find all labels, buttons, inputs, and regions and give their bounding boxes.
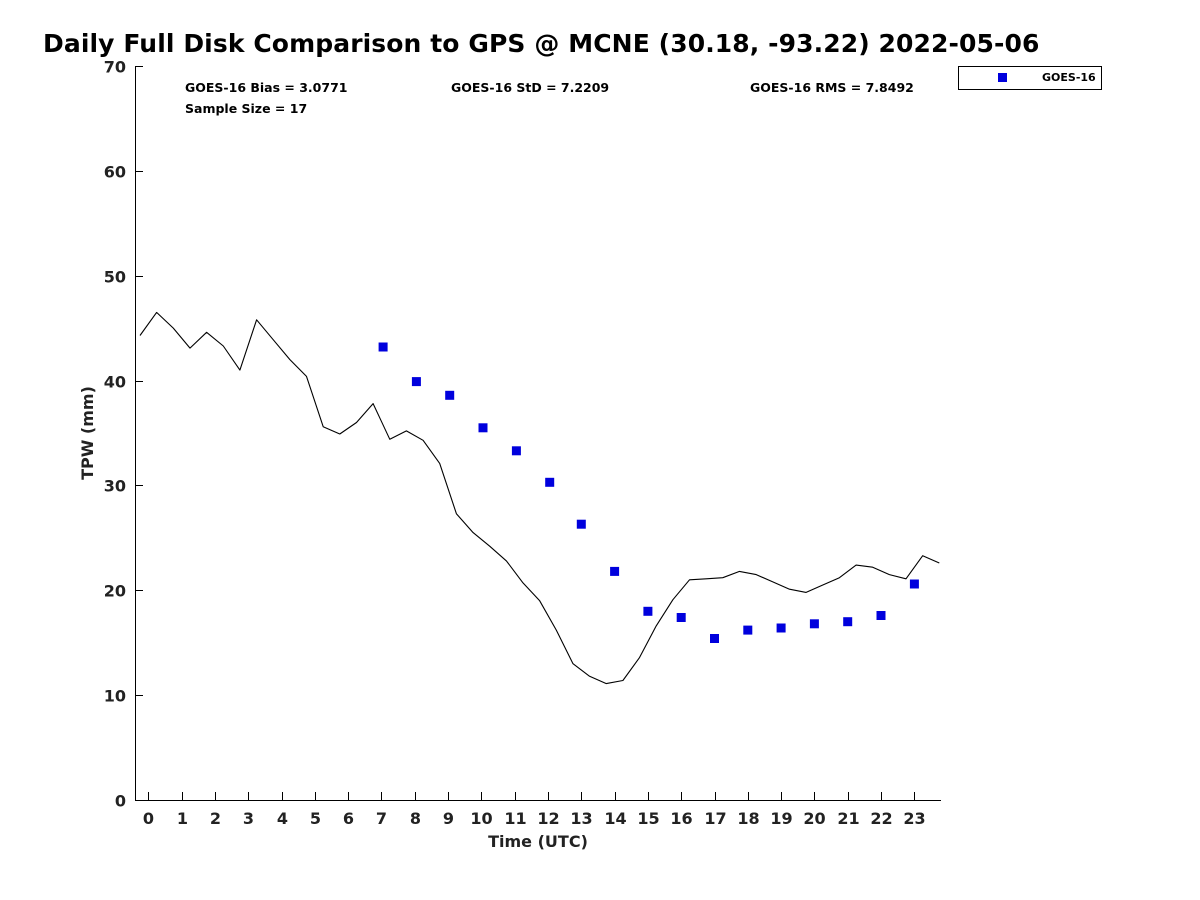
stat-sample-size: Sample Size = 17 xyxy=(185,101,307,116)
x-tick-label: 11 xyxy=(504,809,526,828)
y-tick-label: 0 xyxy=(115,792,126,811)
x-tick-label: 19 xyxy=(770,809,792,828)
goes16-point xyxy=(776,623,786,633)
x-tick-label: 10 xyxy=(470,809,492,828)
legend-label-goes16: GOES-16 xyxy=(1042,71,1096,84)
stat-std: GOES-16 StD = 7.2209 xyxy=(451,80,609,95)
goes16-point xyxy=(843,617,853,627)
chart-title: Daily Full Disk Comparison to GPS @ MCNE… xyxy=(43,29,1040,58)
y-tick-label: 70 xyxy=(104,58,126,77)
x-tick-label: 21 xyxy=(837,809,859,828)
y-tick-label: 40 xyxy=(104,373,126,392)
stat-rms: GOES-16 RMS = 7.8492 xyxy=(750,80,914,95)
x-tick-label: 18 xyxy=(737,809,759,828)
x-tick-label: 17 xyxy=(704,809,726,828)
goes16-point xyxy=(610,566,620,576)
goes16-point xyxy=(710,634,719,643)
goes16-markers xyxy=(378,342,919,643)
x-tick-label: 0 xyxy=(143,809,154,828)
y-tick-label: 20 xyxy=(104,582,126,601)
gps-line-group xyxy=(139,311,940,685)
x-tick-label: 15 xyxy=(637,809,659,828)
x-tick-label: 13 xyxy=(570,809,592,828)
goes16-point xyxy=(643,606,653,616)
x-tick-label: 4 xyxy=(277,809,288,828)
goes16-point xyxy=(545,477,555,487)
x-tick-label: 7 xyxy=(376,809,387,828)
x-tick-label: 16 xyxy=(670,809,692,828)
x-tick-label: 1 xyxy=(177,809,188,828)
goes16-point xyxy=(478,423,488,433)
y-tick-label: 10 xyxy=(104,687,126,706)
gps-tpw-line xyxy=(139,311,940,685)
y-tick-label: 30 xyxy=(104,477,126,496)
goes16-point xyxy=(378,342,388,352)
x-tick-label: 22 xyxy=(870,809,892,828)
x-tick-label: 6 xyxy=(343,809,354,828)
x-tick-label: 14 xyxy=(604,809,626,828)
goes16-point xyxy=(411,377,421,387)
goes16-point xyxy=(743,625,753,635)
x-tick-label: 23 xyxy=(903,809,925,828)
y-tick-label: 60 xyxy=(104,163,126,182)
goes16-point xyxy=(809,619,819,629)
legend-box xyxy=(958,66,1102,90)
x-tick-label: 8 xyxy=(410,809,421,828)
x-tick-label: 2 xyxy=(210,809,221,828)
y-axis-title: TPW (mm) xyxy=(78,386,97,480)
goes16-point xyxy=(876,611,886,620)
goes16-point xyxy=(676,613,686,622)
x-axis-title: Time (UTC) xyxy=(488,832,588,851)
goes16-point xyxy=(909,579,919,589)
x-tick-label: 9 xyxy=(443,809,454,828)
goes16-point xyxy=(445,390,455,400)
stat-bias: GOES-16 Bias = 3.0771 xyxy=(185,80,347,95)
goes16-point xyxy=(576,519,586,529)
y-tick-label: 50 xyxy=(104,268,126,287)
legend-marker-goes16 xyxy=(998,73,1007,82)
legend: GOES-16 xyxy=(958,66,1102,90)
x-tick-label: 5 xyxy=(310,809,321,828)
goes16-point xyxy=(511,446,521,456)
x-tick-label: 3 xyxy=(243,809,254,828)
x-tick-label: 12 xyxy=(537,809,559,828)
x-tick-label: 20 xyxy=(803,809,825,828)
